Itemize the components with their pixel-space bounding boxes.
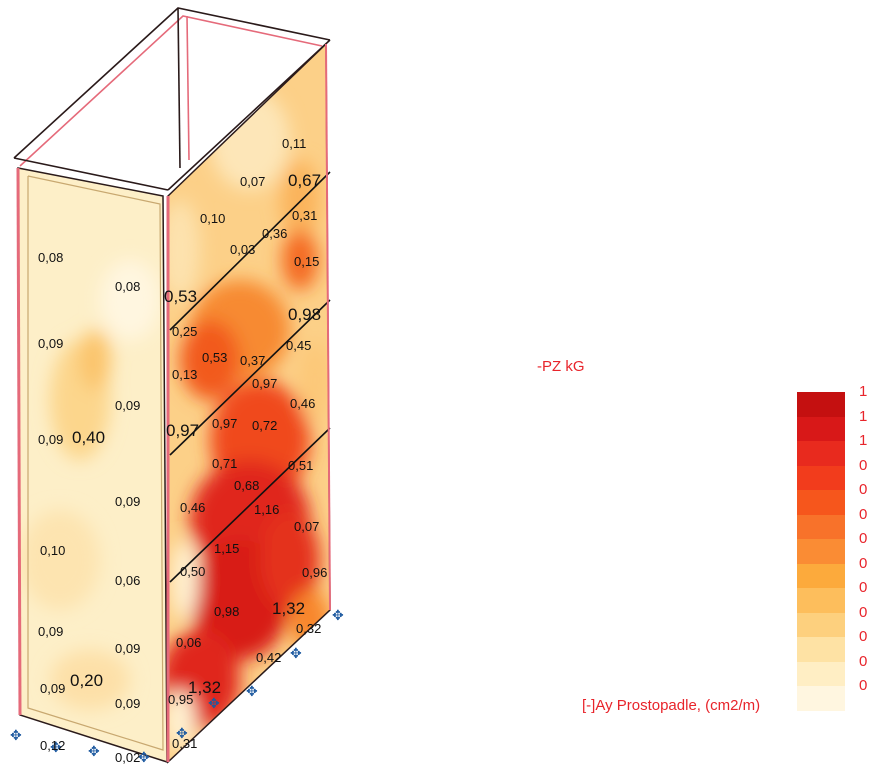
legend-value: 0 bbox=[859, 628, 868, 645]
svg-text:✥: ✥ bbox=[138, 749, 150, 764]
value-label: 0,11 bbox=[282, 136, 306, 151]
value-label: 0,06 bbox=[115, 573, 140, 588]
value-label: 0,50 bbox=[180, 564, 205, 579]
value-label: 0,37 bbox=[240, 353, 265, 368]
value-label: 0,10 bbox=[40, 543, 65, 558]
load-case-label: -PZ kG bbox=[537, 358, 585, 375]
svg-text:✥: ✥ bbox=[208, 695, 220, 711]
legend-swatch bbox=[797, 612, 845, 637]
value-label: 0,09 bbox=[115, 696, 140, 711]
value-label: 0,96 bbox=[302, 565, 327, 580]
value-label: 0,09 bbox=[115, 641, 140, 656]
value-label: 0,09 bbox=[115, 494, 140, 509]
value-label: 0,12 bbox=[40, 738, 65, 753]
value-label: 0,53 bbox=[164, 287, 197, 306]
legend-swatch bbox=[797, 416, 845, 441]
legend-value: 0 bbox=[859, 554, 868, 572]
legend-value: 0 bbox=[859, 677, 868, 694]
value-label: 0,09 bbox=[115, 398, 140, 413]
value-label: 0,46 bbox=[290, 396, 315, 411]
legend-swatch bbox=[797, 661, 845, 686]
value-label: 0,15 bbox=[294, 254, 319, 269]
value-label: 0,31 bbox=[292, 208, 317, 223]
svg-text:✥: ✥ bbox=[332, 607, 344, 623]
legend-swatch bbox=[797, 563, 845, 588]
legend-value: 0 bbox=[859, 481, 868, 498]
value-label: 0,72 bbox=[252, 418, 277, 433]
value-label: 0,09 bbox=[40, 681, 65, 696]
value-label: 0,31 bbox=[172, 736, 197, 751]
value-label: 0,40 bbox=[72, 428, 105, 447]
value-label: 0,03 bbox=[230, 242, 255, 257]
value-label: 1,15 bbox=[214, 541, 239, 556]
left-wall-values: 0,08 0,08 0,09 0,09 0,09 0,40 0,09 0,10 … bbox=[38, 250, 140, 764]
value-label: 0,97 bbox=[166, 421, 199, 440]
value-label: 0,06 bbox=[176, 635, 201, 650]
value-label: 0,71 bbox=[212, 456, 237, 471]
value-label: 0,10 bbox=[200, 211, 225, 226]
legend-value: 0 bbox=[859, 456, 868, 474]
value-label: 0,09 bbox=[38, 432, 63, 447]
legend-swatch bbox=[797, 637, 845, 662]
value-label: 0,36 bbox=[262, 226, 287, 241]
value-label: 0,98 bbox=[288, 305, 321, 324]
value-label: 0,42 bbox=[256, 650, 281, 665]
legend-title: [-]Ay Prostopadle, (cm2/m) bbox=[582, 697, 761, 714]
value-label: 0,98 bbox=[214, 604, 239, 619]
legend-swatch bbox=[797, 441, 845, 466]
svg-text:✥: ✥ bbox=[10, 727, 22, 743]
legend-value: 1 bbox=[859, 407, 868, 425]
svg-text:✥: ✥ bbox=[246, 683, 258, 699]
right-wall-frame bbox=[166, 42, 331, 764]
value-label: 0,97 bbox=[212, 416, 237, 431]
value-label: 0,95 bbox=[168, 692, 193, 707]
left-wall-map bbox=[18, 168, 167, 762]
value-label: 0,09 bbox=[38, 336, 63, 351]
value-label: 1,32 bbox=[188, 678, 221, 697]
value-label: 0,08 bbox=[115, 279, 140, 294]
wireframe bbox=[13, 7, 331, 191]
legend-swatch bbox=[797, 465, 845, 490]
value-label: 0,68 bbox=[234, 478, 259, 493]
legend-swatch bbox=[797, 588, 845, 613]
svg-text:✥: ✥ bbox=[88, 743, 100, 759]
value-label: 0,09 bbox=[38, 624, 63, 639]
value-label: 1,16 bbox=[254, 502, 279, 517]
right-wall-values: 0,11 0,07 0,67 0,10 0,31 0,36 0,03 0,15 … bbox=[164, 136, 327, 751]
legend-swatch bbox=[797, 514, 845, 539]
value-label: 0,97 bbox=[252, 376, 277, 391]
svg-text:✥: ✥ bbox=[290, 645, 302, 661]
value-label: 0,02 bbox=[115, 750, 140, 764]
value-label: 0,25 bbox=[172, 324, 197, 339]
value-label: 0,07 bbox=[240, 174, 265, 189]
value-label: 0,67 bbox=[288, 171, 321, 190]
svg-text:✥: ✥ bbox=[50, 739, 62, 755]
legend-swatch bbox=[797, 686, 845, 711]
legend-value: 0 bbox=[859, 603, 868, 621]
legend-value: 1 bbox=[859, 432, 868, 449]
legend-swatch bbox=[797, 539, 845, 564]
legend-swatch bbox=[797, 392, 845, 417]
value-label: 0,45 bbox=[286, 338, 311, 353]
value-label: 0,46 bbox=[180, 500, 205, 515]
value-label: 0,13 bbox=[172, 367, 197, 382]
value-label: 0,32 bbox=[296, 621, 321, 636]
legend-value: 1 bbox=[859, 383, 868, 400]
legend-value: 0 bbox=[859, 505, 868, 523]
value-label: 0,51 bbox=[288, 458, 313, 473]
value-label: 1,32 bbox=[272, 599, 305, 618]
value-label: 0,08 bbox=[38, 250, 63, 265]
value-label: 0,07 bbox=[294, 519, 319, 534]
legend-value: 0 bbox=[859, 579, 868, 596]
support-icons: ✥ ✥ ✥ ✥ ✥ ✥ ✥ ✥ ✥ bbox=[10, 607, 344, 764]
legend-swatch bbox=[797, 490, 845, 515]
value-label: 0,53 bbox=[202, 350, 227, 365]
svg-text:✥: ✥ bbox=[176, 725, 188, 741]
legend-value: 0 bbox=[859, 530, 868, 547]
legend-value: 0 bbox=[859, 652, 868, 670]
value-label: 0,20 bbox=[70, 671, 103, 690]
